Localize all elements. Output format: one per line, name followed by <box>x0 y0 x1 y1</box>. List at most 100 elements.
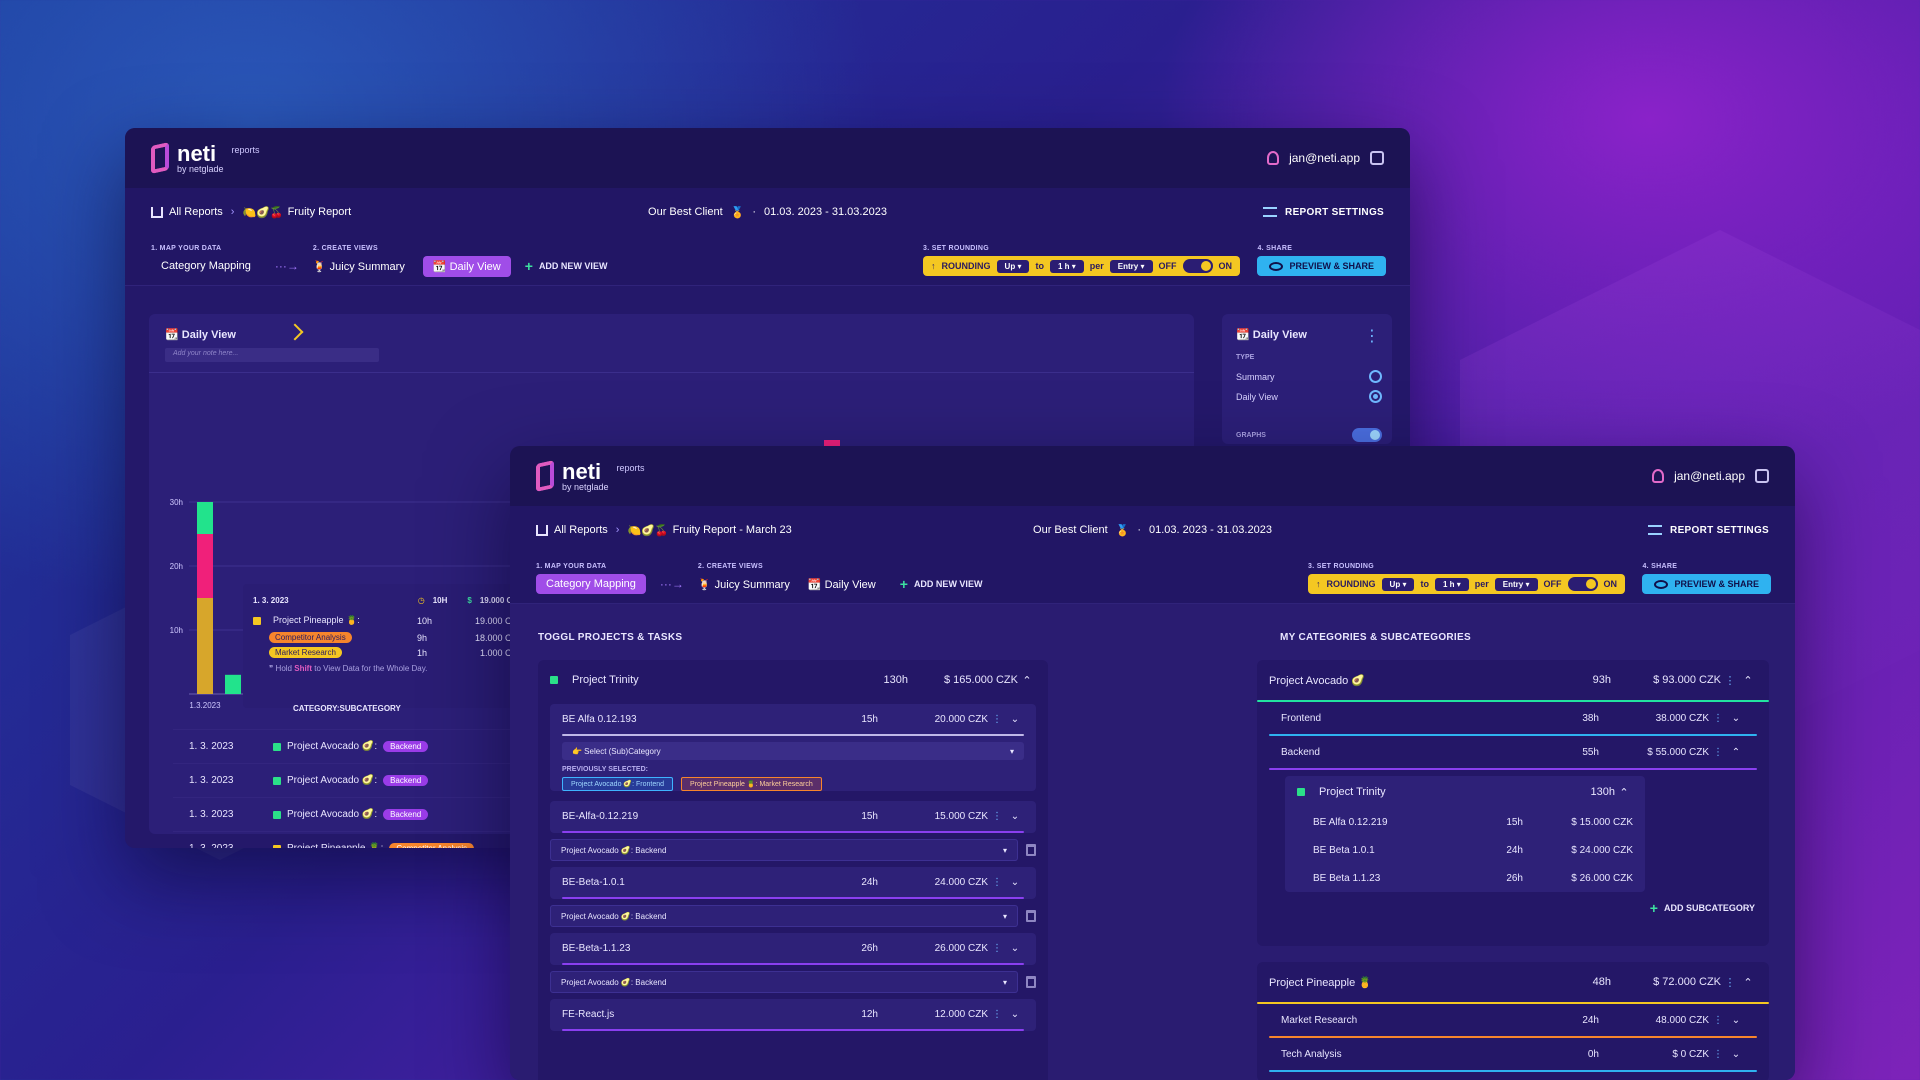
home-icon[interactable] <box>536 524 548 536</box>
subcategory-select[interactable]: 👉 Select (Sub)Category ▾ <box>562 742 1024 760</box>
subcategory-row[interactable]: Tech Analysis 0h $ 0 CZK ⋮ ⌄ <box>1269 1038 1757 1070</box>
app-logo[interactable]: neti by netglade reports <box>151 142 260 174</box>
kebab-menu-icon[interactable]: ⋮ <box>992 1008 1002 1020</box>
preview-share-button[interactable]: PREVIEW & SHARE <box>1257 256 1386 276</box>
subcategory-row[interactable]: Backend 55h $ 55.000 CZK ⋮ ⌃ <box>1269 736 1757 768</box>
kebab-menu-icon[interactable]: ⋮ <box>1713 1048 1723 1060</box>
trash-icon[interactable] <box>1026 910 1036 922</box>
view-daily-view-tab[interactable]: 📆 Daily View <box>422 255 511 277</box>
task-name: BE-Alfa-0.12.219 <box>562 810 639 822</box>
task-row[interactable]: BE Alfa 0.12.193 15h 20.000 CZK ⋮ ⌄ <box>550 704 1036 734</box>
category-mapping-tab[interactable]: Category Mapping <box>536 574 646 594</box>
category-mapping-tab[interactable]: Category Mapping <box>161 260 251 272</box>
rounding-unit-select[interactable]: 1 h ▾ <box>1434 577 1469 591</box>
rounding-unit-select[interactable]: 1 h ▾ <box>1049 259 1084 273</box>
chevron-up-icon[interactable]: ⌃ <box>1619 786 1629 799</box>
row-date: 1. 3. 2023 <box>189 741 234 752</box>
kebab-menu-icon[interactable]: ⋮ <box>1364 328 1380 345</box>
chip-avocado-frontend[interactable]: Project Avocado 🥑: Frontend <box>562 777 674 791</box>
type-daily-radio[interactable] <box>1369 390 1382 403</box>
breadcrumb-all-reports[interactable]: All Reports <box>169 206 223 218</box>
trash-icon[interactable] <box>1026 976 1036 988</box>
chip-pineapple-market[interactable]: Project Pineapple 🍍: Market Research <box>681 777 822 791</box>
subcategory-row[interactable]: Market Research 24h 48.000 CZK ⋮ ⌄ <box>1269 1004 1757 1036</box>
logout-icon[interactable] <box>1755 469 1769 483</box>
bar-segment-green[interactable] <box>225 674 241 694</box>
bar-segment-yellow[interactable] <box>197 598 213 694</box>
nested-item-row[interactable]: BE Beta 1.1.23 26h $ 26.000 CZK <box>1285 864 1645 892</box>
mapping-select[interactable]: Project Avocado 🥑: Backend ▾ <box>550 839 1018 861</box>
category-row[interactable]: Project Avocado 🥑 93h $ 93.000 CZK ⋮ ⌃ <box>1257 660 1769 700</box>
chevron-down-icon[interactable]: ⌄ <box>1010 1008 1020 1020</box>
nested-project-hours: 130h <box>1590 786 1615 798</box>
add-subcategory-button[interactable]: + ADD SUBCATEGORY <box>1257 892 1769 924</box>
toggl-project-card: Project Trinity 130h $ 165.000 CZK ⌃ BE … <box>538 660 1048 1080</box>
kebab-menu-icon[interactable]: ⋮ <box>1724 976 1736 989</box>
kebab-menu-icon[interactable]: ⋮ <box>1724 674 1736 687</box>
note-input[interactable]: Add your note here... <box>165 348 379 362</box>
bar-segment-green[interactable] <box>197 502 213 534</box>
kebab-menu-icon[interactable]: ⋮ <box>992 810 1002 822</box>
add-new-view-button[interactable]: + ADD NEW VIEW <box>900 576 983 592</box>
view-juicy-summary-tab[interactable]: 🍹 Juicy Summary <box>313 256 415 277</box>
mapping-select[interactable]: Project Avocado 🥑: Backend ▾ <box>550 971 1018 993</box>
user-menu[interactable]: jan@neti.app <box>1652 469 1769 483</box>
rounding-direction-select[interactable]: Up ▾ <box>1381 577 1415 591</box>
table-row[interactable]: 1. 3. 2023 Project Pineapple 🍍: Competitor… <box>173 831 513 848</box>
chevron-down-icon[interactable]: ⌄ <box>1731 712 1741 724</box>
table-row[interactable]: 1. 3. 2023 Project Avocado 🥑: Backend <box>173 797 513 831</box>
task-row[interactable]: BE-Beta-1.0.1 24h 24.000 CZK ⋮ ⌄ <box>550 867 1036 897</box>
chevron-down-icon[interactable]: ⌃ <box>1731 746 1741 758</box>
kebab-menu-icon[interactable]: ⋮ <box>992 876 1002 888</box>
nested-project-row[interactable]: Project Trinity 130h ⌃ <box>1285 776 1645 808</box>
kebab-menu-icon[interactable]: ⋮ <box>1713 1014 1723 1026</box>
chevron-down-icon[interactable]: ⌄ <box>1010 876 1020 888</box>
rounding-direction-select[interactable]: Up ▾ <box>996 259 1030 273</box>
chevron-up-icon[interactable]: ⌃ <box>1743 674 1753 687</box>
kebab-menu-icon[interactable]: ⋮ <box>992 942 1002 954</box>
task-row[interactable]: BE-Alfa-0.12.219 15h 15.000 CZK ⋮ ⌄ <box>550 801 1036 831</box>
kebab-menu-icon[interactable]: ⋮ <box>1713 712 1723 724</box>
add-new-view-button[interactable]: + ADD NEW VIEW <box>525 258 608 274</box>
report-settings-button[interactable]: REPORT SETTINGS <box>1648 525 1769 536</box>
view-daily-view-tab[interactable]: 📆 Daily View <box>807 578 876 591</box>
rounding-toggle[interactable] <box>1567 577 1598 591</box>
task-row[interactable]: FE-React.js 12h 12.000 CZK ⋮ ⌄ <box>550 999 1036 1029</box>
chevron-up-icon[interactable]: ⌃ <box>1743 976 1753 989</box>
logout-icon[interactable] <box>1370 151 1384 165</box>
table-row[interactable]: 1. 3. 2023 Project Avocado 🥑: Backend <box>173 729 513 763</box>
kebab-menu-icon[interactable]: ⋮ <box>1713 746 1723 758</box>
task-row[interactable]: BE-Beta-1.1.23 26h 26.000 CZK ⋮ ⌄ <box>550 933 1036 963</box>
arrow-right-icon: ···→ <box>274 258 299 273</box>
app-logo[interactable]: neti by netglade reports <box>536 460 645 492</box>
rounding-basis-select[interactable]: Entry ▾ <box>1494 577 1538 591</box>
kebab-menu-icon[interactable]: ⋮ <box>992 713 1002 725</box>
category-row[interactable]: Project Pineapple 🍍 48h $ 72.000 CZK ⋮ ⌃ <box>1257 962 1769 1002</box>
nested-item-row[interactable]: BE Beta 1.0.1 24h $ 24.000 CZK <box>1285 836 1645 864</box>
chevron-down-icon[interactable]: ⌄ <box>1010 942 1020 954</box>
chevron-up-icon[interactable]: ⌃ <box>1022 674 1032 687</box>
home-icon[interactable] <box>151 206 163 218</box>
chevron-down-icon[interactable]: ⌄ <box>1731 1014 1741 1026</box>
preview-share-button[interactable]: PREVIEW & SHARE <box>1642 574 1771 594</box>
trash-icon[interactable] <box>1026 844 1036 856</box>
report-settings-button[interactable]: REPORT SETTINGS <box>1263 207 1384 218</box>
nested-item-row[interactable]: BE Alfa 0.12.219 15h $ 15.000 CZK <box>1285 808 1645 836</box>
user-menu[interactable]: jan@neti.app <box>1267 151 1384 165</box>
subcategory-row[interactable]: Frontend 38h 38.000 CZK ⋮ ⌄ <box>1269 702 1757 734</box>
rounding-toggle[interactable] <box>1182 259 1213 273</box>
project-row[interactable]: Project Trinity 130h $ 165.000 CZK ⌃ <box>538 660 1048 700</box>
type-summary-radio[interactable] <box>1369 370 1382 383</box>
project-color-square <box>550 676 558 684</box>
view-juicy-summary-tab[interactable]: 🍹 Juicy Summary <box>698 574 800 595</box>
chevron-down-icon[interactable]: ⌄ <box>1010 713 1020 725</box>
chevron-down-icon[interactable]: ⌄ <box>1010 810 1020 822</box>
edit-pencil-icon[interactable] <box>286 323 304 341</box>
mapping-select[interactable]: Project Avocado 🥑: Backend ▾ <box>550 905 1018 927</box>
chevron-down-icon[interactable]: ⌄ <box>1731 1048 1741 1060</box>
breadcrumb-all-reports[interactable]: All Reports <box>554 524 608 536</box>
bar-segment-pink[interactable] <box>197 534 213 598</box>
table-row[interactable]: 1. 3. 2023 Project Avocado 🥑: Backend <box>173 763 513 797</box>
graphs-toggle[interactable] <box>1352 428 1382 442</box>
rounding-basis-select[interactable]: Entry ▾ <box>1109 259 1153 273</box>
